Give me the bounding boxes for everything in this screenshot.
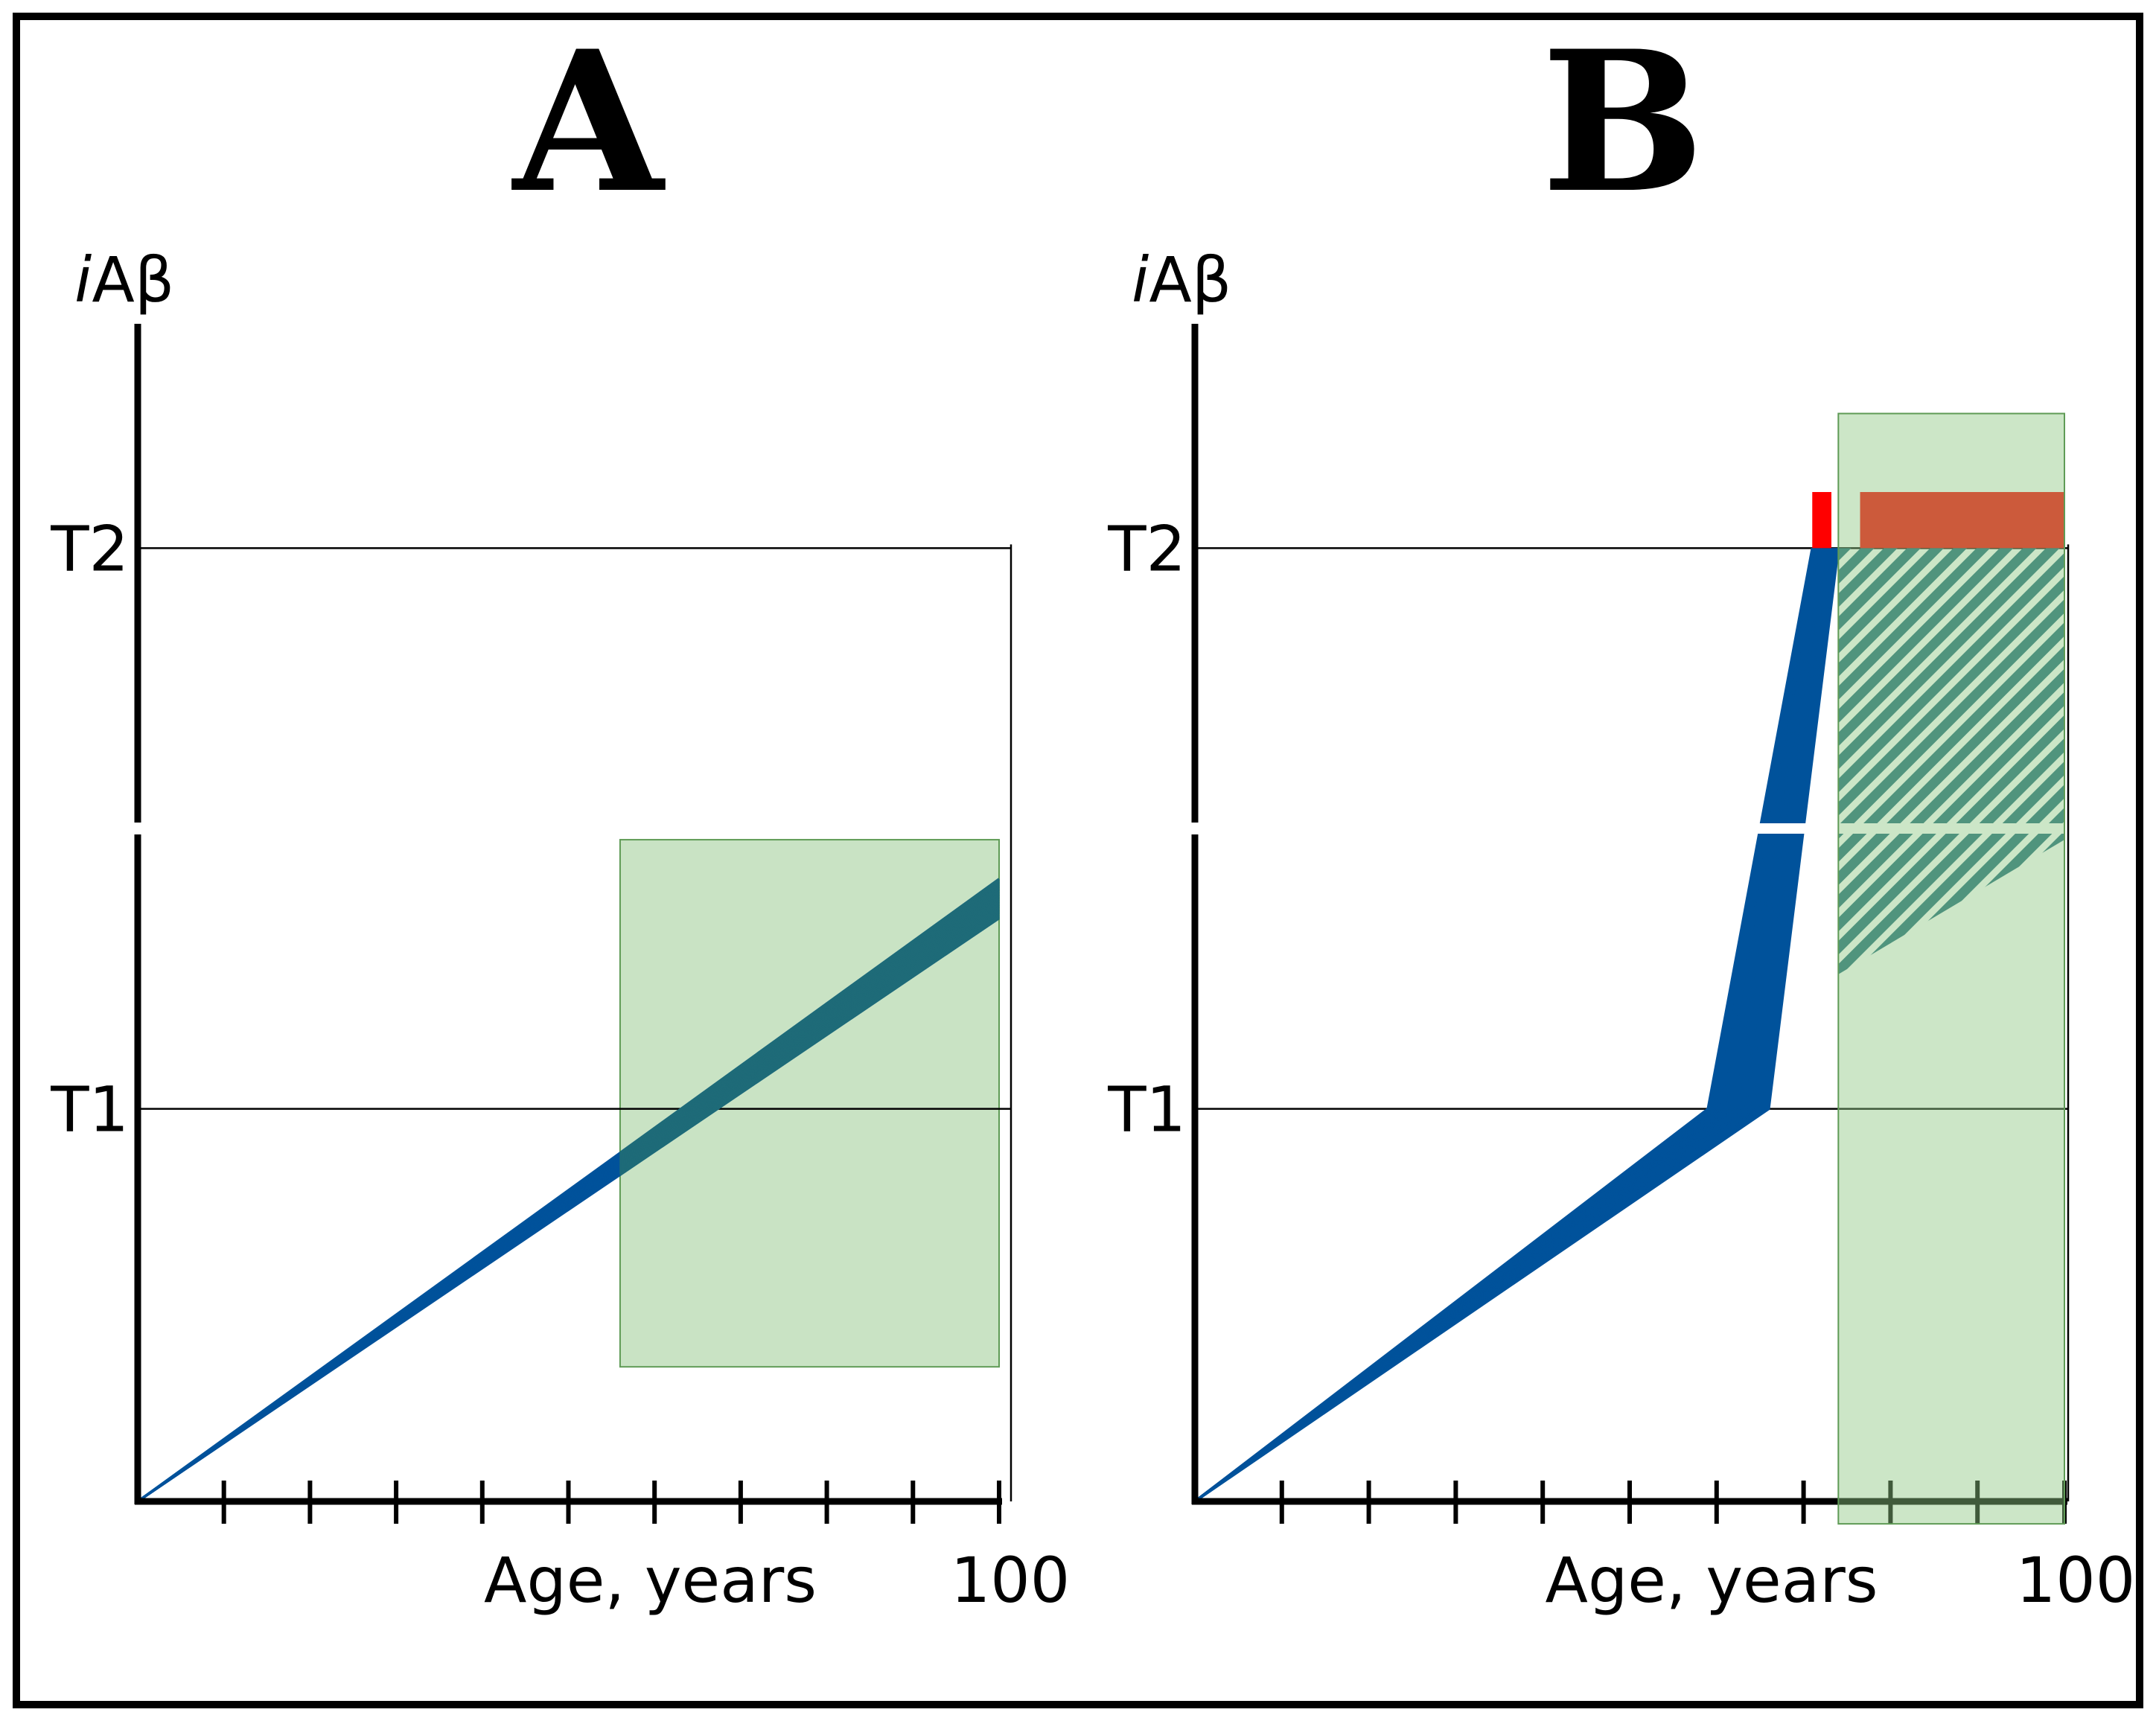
panel-b-trajectory-2: [1193, 548, 1815, 1503]
panel-b-y-label-italic: i: [1132, 243, 1149, 316]
panel-b-y-label-rest: Aβ: [1149, 243, 1231, 316]
panel-b-y-label: iAβ: [1132, 243, 1231, 316]
panel-b-t2-label: T2: [1107, 512, 1186, 585]
panel-b-hatched-region: [1838, 548, 2064, 974]
figure-frame: [13, 13, 2143, 1708]
panel-b-break-band: [1199, 823, 2064, 834]
panel-b-trajectory-3: [1193, 548, 1816, 1503]
panel-a-t2-label: T2: [50, 512, 129, 585]
panel-a-x-max-label: 100: [951, 1544, 1070, 1617]
panel-a-y-label: iAβ: [74, 243, 174, 316]
panel-b-trajectory-30: [1194, 548, 1840, 1503]
panel-b-x-label: Age, years: [1545, 1544, 1878, 1617]
panel-b-red-bar-2: [1860, 492, 2064, 549]
panel-b-title: B: [1541, 9, 1705, 236]
panel-b-highlight-region: [1837, 412, 2066, 1525]
panel-a-x-label: Age, years: [484, 1544, 817, 1617]
panel-a-y-label-italic: i: [74, 243, 92, 316]
panel-b-trajectory-1: [1193, 548, 1814, 1503]
panel-b-red-bar-1: [1812, 492, 1831, 549]
panel-a: A iAβ T1 T2 Age, years 100: [50, 9, 1070, 1617]
panel-b: B iAβ T1 T2 Age, years 100: [1107, 9, 2135, 1617]
panel-a-trajectory-overlap-30: [619, 878, 1000, 1155]
panel-a-y-label-rest: Aβ: [92, 243, 174, 316]
panel-a-title: A: [510, 9, 667, 236]
panel-b-x-max-label: 100: [2016, 1544, 2135, 1617]
panel-b-trajectory-4: [1193, 548, 1817, 1503]
panel-b-t1-label: T1: [1107, 1073, 1186, 1146]
panel-a-t1-label: T1: [50, 1073, 129, 1146]
